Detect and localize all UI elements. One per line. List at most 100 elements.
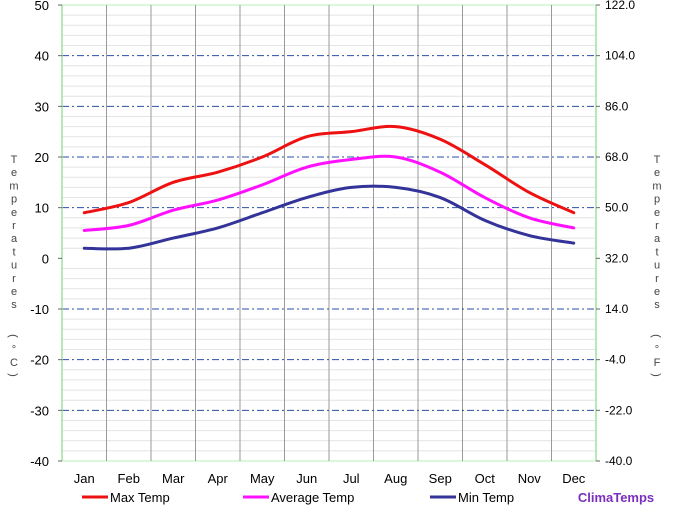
axis-title-char: r [12,220,16,232]
data-point-average-temp [216,198,219,202]
y2-tick-label: 122.0 [605,0,635,12]
data-point-max-temp [83,211,86,214]
axis-title-char: T [654,154,661,166]
y-tick-label: 40 [35,49,49,64]
data-point-average-temp [528,216,531,219]
labels: 50 122.0 40 104.0 30 86.0 20 68.0 10 50.0 0 32.0 -10… [7,0,662,486]
data-point-min-temp [261,211,264,214]
data-point-average-temp [83,229,86,232]
data-point-min-temp [483,219,486,222]
axis-title-char: a [654,233,661,245]
data-point-min-temp [305,196,308,199]
data-point-min-temp [83,247,86,250]
data-point-average-temp [127,224,130,227]
y-tick-label: -30 [30,403,49,418]
y-tick-label: 10 [35,201,49,216]
data-point-max-temp [394,125,397,128]
data-point-max-temp [528,191,531,194]
data-point-max-temp [483,163,486,166]
axis-title-char: u [11,260,17,272]
x-tick-label: May [250,471,275,486]
axis-title-unit: ) [7,373,19,377]
x-tick-label: Oct [475,471,496,486]
axis-title-char: T [11,154,18,166]
data-point-max-temp [305,135,308,138]
series-line-average-temp [82,154,576,232]
x-tick-label: Dec [562,471,586,486]
legend-label-min-temp: Min Temp [458,490,514,505]
data-point-average-temp [261,183,264,187]
axis-title-char: p [654,194,660,206]
x-tick-label: Nov [518,471,542,486]
axis-title-char: m [652,180,661,192]
axis-title-unit: ° [655,344,659,356]
data-point-average-temp [394,155,397,159]
legend-label-average-temp: Average Temp [271,490,354,505]
axis-title-unit: F [654,357,661,369]
x-tick-label: Feb [118,471,140,486]
data-point-average-temp [439,171,442,174]
axis-title-char: r [655,273,659,285]
y2-tick-label: -4.0 [605,353,626,367]
legend-label-max-temp: Max Temp [110,490,170,505]
data-point-max-temp [127,201,130,204]
x-tick-label: Apr [208,471,229,486]
legend: Max Temp Average Temp Min Temp [82,490,514,505]
axis-title-char: a [11,233,18,245]
axis-title-char: e [654,167,660,179]
data-point-max-temp [172,181,175,184]
y-tick-label: -40 [30,454,49,469]
axis-title-char: t [655,246,658,258]
axis-title-unit: ) [650,373,662,377]
axis-title-char: m [9,180,18,192]
axis-title-char: s [11,299,17,311]
axis-title-char: s [654,299,660,311]
y-tick-label: 0 [42,251,49,266]
data-point-max-temp [439,138,442,141]
series-line-min-temp [82,184,576,251]
y-tick-label: -10 [30,302,49,317]
axes [58,4,600,462]
data-point-average-temp [572,226,575,230]
y2-tick-label: 86.0 [605,99,629,113]
axis-title-char: r [12,273,16,285]
data-point-min-temp [127,247,130,250]
y-tick-label: 20 [35,150,49,165]
y2-tick-label: 14.0 [605,302,629,316]
y2-tick-label: -22.0 [605,403,633,417]
data-point-average-temp [305,165,308,169]
data-point-average-temp [172,209,175,212]
data-point-average-temp [483,196,486,199]
axis-title-char: e [11,167,17,179]
axis-title-char: t [12,246,15,258]
axis-title-char: e [11,207,17,219]
data-point-min-temp [216,226,219,230]
data-point-min-temp [172,236,175,240]
series [82,124,576,251]
axis-title-char: e [654,207,660,219]
data-point-min-temp [528,234,531,237]
axis-title-char: p [11,194,17,206]
data-point-min-temp [439,196,442,199]
y2-tick-label: 50.0 [605,201,629,215]
y2-tick-label: 32.0 [605,251,629,265]
x-tick-label: Jun [296,471,317,486]
axis-title-char: e [654,286,660,298]
axis-title-unit: ( [650,334,662,338]
axis-title-char: e [11,286,17,298]
axis-title-char: r [655,220,659,232]
data-point-min-temp [350,186,353,189]
axis-title-unit: ° [12,344,16,356]
x-tick-label: Mar [162,471,185,486]
y-tick-label: 50 [35,0,49,13]
x-tick-label: Jan [74,471,95,486]
data-point-min-temp [394,186,397,189]
axis-title-char: u [654,260,660,272]
data-point-max-temp [216,171,219,174]
data-point-average-temp [350,158,353,161]
y2-tick-label: -40.0 [605,454,633,468]
